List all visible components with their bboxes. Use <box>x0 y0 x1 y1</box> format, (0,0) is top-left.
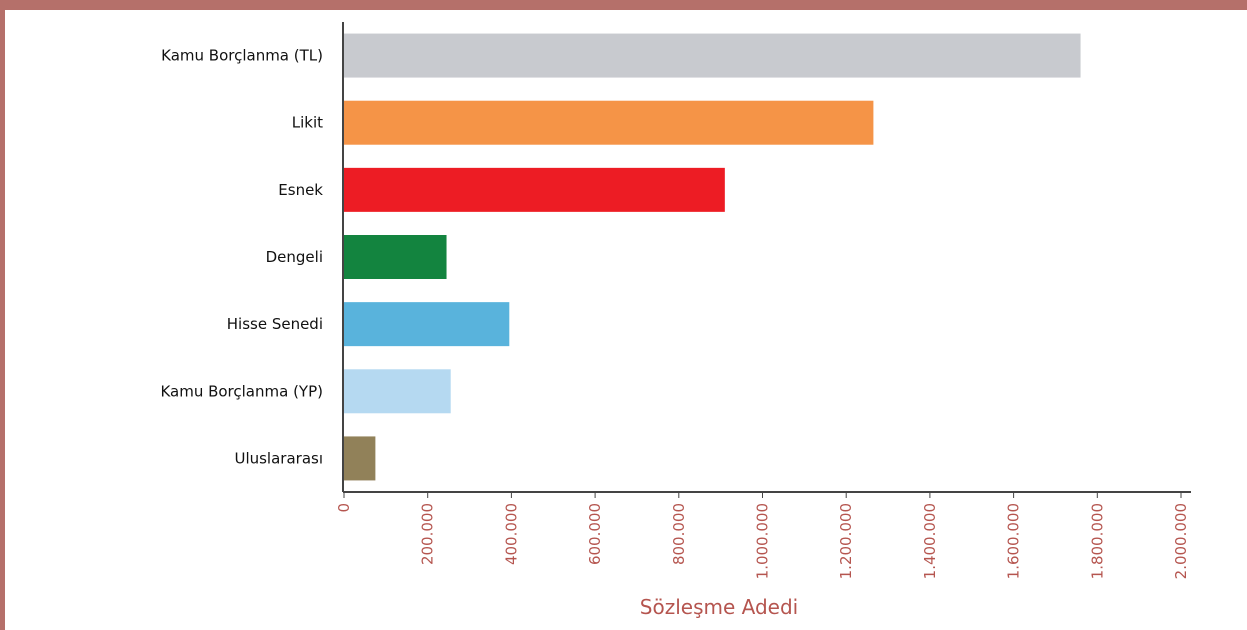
bars-group <box>344 33 1081 481</box>
category-label-uluslararasi: Uluslararası <box>234 449 323 467</box>
category-label-esnek: Esnek <box>278 181 323 199</box>
category-label-dengeli: Dengeli <box>266 248 323 266</box>
x-tick-label: 600.000 <box>586 503 604 565</box>
bar-esnek <box>344 167 725 212</box>
x-tick-label: 1.800.000 <box>1088 503 1106 579</box>
bar-hisse-senedi <box>344 302 510 347</box>
x-tick-label: 2.000.000 <box>1172 503 1190 579</box>
category-label-hisse-senedi: Hisse Senedi <box>227 315 323 333</box>
x-tick-label: 800.000 <box>670 503 688 565</box>
x-tick-label: 1.400.000 <box>921 503 939 579</box>
x-ticks-group: 0 200.000 400.000 600.000 800.000 1.000.000 1.… <box>335 492 1190 579</box>
x-tick-label: 200.000 <box>419 503 437 565</box>
frame-left-border <box>0 0 5 630</box>
x-tick-label: 0 <box>335 503 353 513</box>
bar-uluslararasi <box>344 436 376 481</box>
category-label-kamu-borclanma-tl: Kamu Borçlanma (TL) <box>161 47 323 65</box>
frame-top-border <box>0 0 1247 10</box>
category-label-likit: Likit <box>292 114 323 132</box>
bar-likit <box>344 100 874 145</box>
x-tick-label: 1.200.000 <box>837 503 855 579</box>
x-tick-label: 1.000.000 <box>754 503 772 579</box>
x-axis-title: Sözleşme Adedi <box>640 595 798 619</box>
bar-dengeli <box>344 235 447 279</box>
bar-kamu-borclanma-tl <box>344 33 1081 78</box>
category-labels-group: Kamu Borçlanma (TL) Likit Esnek Dengeli Hiss… <box>160 47 323 468</box>
category-label-kamu-borclanma-yp: Kamu Borçlanma (YP) <box>160 382 323 400</box>
x-tick-label: 400.000 <box>502 503 520 565</box>
bar-kamu-borclanma-yp <box>344 369 451 414</box>
x-tick-label: 1.600.000 <box>1005 503 1023 579</box>
